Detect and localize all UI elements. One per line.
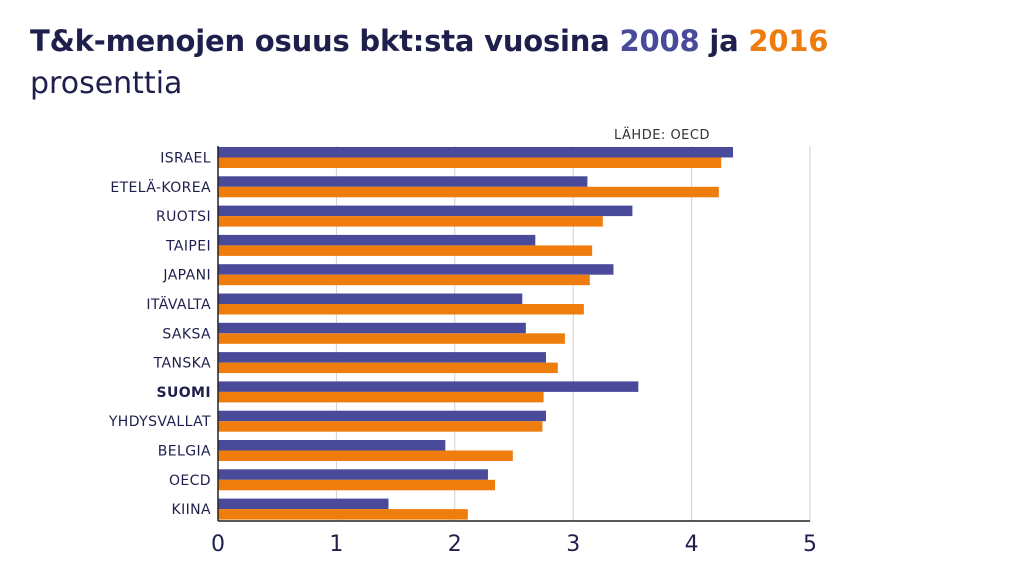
bar-2008 — [218, 352, 546, 363]
bar-2016 — [218, 391, 544, 403]
bar-2008 — [218, 440, 446, 451]
bar-2008 — [218, 381, 639, 392]
source-note: LÄHDE: OECD — [614, 128, 710, 143]
category-label: TAIPEI — [165, 238, 211, 254]
bar-2008 — [218, 234, 536, 246]
category-label: OECD — [169, 473, 211, 489]
x-tick-label: 3 — [566, 532, 580, 557]
title-prefix: T&k-menojen osuus bkt:sta vuosina — [30, 24, 620, 58]
bar-2008 — [218, 498, 389, 510]
bar-2016 — [218, 509, 468, 520]
category-label: ISRAEL — [160, 151, 211, 167]
bar-2008 — [218, 410, 546, 422]
x-tick-label: 1 — [329, 532, 343, 557]
chart-title: T&k-menojen osuus bkt:sta vuosina 2008 j… — [30, 24, 828, 58]
title-year-2008: 2008 — [619, 24, 700, 58]
title-middle: ja — [699, 24, 749, 58]
bar-2008 — [218, 322, 526, 334]
bar-2016 — [218, 362, 558, 374]
category-label: ETELÄ-KOREA — [110, 178, 211, 196]
bar-2016 — [218, 450, 513, 461]
bar-2008 — [218, 147, 734, 158]
category-label: JAPANI — [162, 268, 211, 284]
category-label: SUOMI — [157, 385, 212, 401]
bar-2016 — [218, 245, 593, 256]
x-tick-label: 4 — [685, 532, 699, 557]
category-label: KIINA — [172, 502, 212, 518]
category-label: YHDYSVALLAT — [108, 414, 211, 430]
category-label: TANSKA — [153, 356, 211, 372]
bar-2008 — [218, 469, 488, 480]
category-label: ITÄVALTA — [146, 295, 211, 313]
category-label: BELGIA — [158, 444, 211, 460]
title-year-2016: 2016 — [748, 24, 829, 58]
bar-2008 — [218, 176, 588, 187]
bar-2016 — [218, 421, 543, 432]
bar-2016 — [218, 333, 565, 344]
bar-2016 — [218, 216, 603, 227]
bar-2016 — [218, 479, 496, 491]
bar-2016 — [218, 304, 584, 315]
bar-2016 — [218, 274, 590, 286]
category-label: RUOTSI — [156, 209, 211, 225]
category-label: SAKSA — [162, 326, 211, 342]
x-tick-label: 2 — [448, 532, 462, 557]
chart-subtitle: prosenttia — [30, 66, 183, 101]
bar-2016 — [218, 157, 722, 168]
bar-2008 — [218, 293, 523, 304]
bar-2008 — [218, 205, 633, 217]
x-tick-label: 0 — [211, 532, 225, 557]
bar-2016 — [218, 186, 719, 198]
bar-2008 — [218, 264, 614, 275]
x-tick-label: 5 — [803, 532, 817, 557]
